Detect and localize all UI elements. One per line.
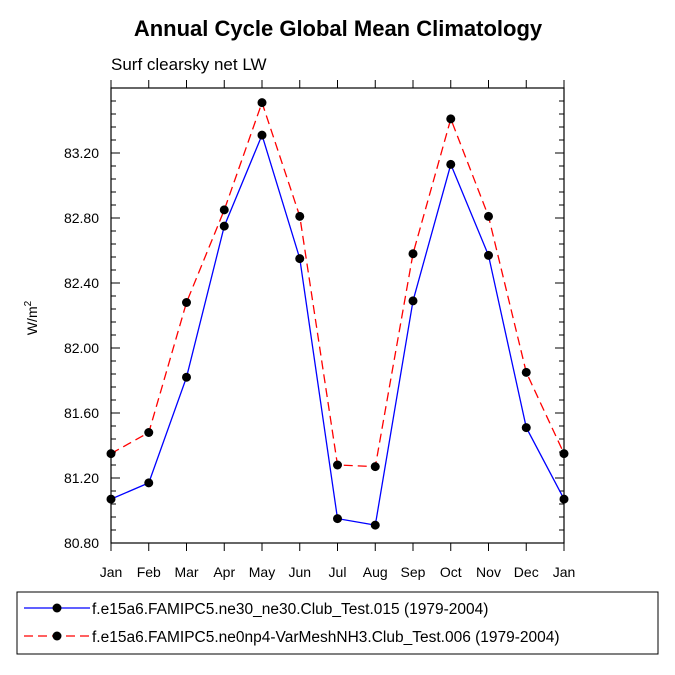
y-axis-label-text: W/m: [24, 306, 40, 335]
legend-marker-0: [52, 603, 62, 613]
x-tick-label: Oct: [440, 564, 462, 580]
y-tick-label: 80.80: [64, 535, 99, 551]
x-tick-labels: Jan Feb Mar Apr May Jun Jul Aug Sep Oct Nov Dec Jan: [100, 564, 576, 580]
x-tick-label: May: [249, 564, 275, 580]
x-tick-label: Apr: [213, 564, 235, 580]
series-line-1: [110, 100, 565, 468]
chart-title: Annual Cycle Global Mean Climatology: [134, 16, 543, 41]
legend-box: [16, 591, 659, 655]
y-axis-label: W/m2: [23, 300, 40, 335]
series-1-point: [182, 298, 191, 307]
series-0-point: [408, 296, 418, 306]
y-tick-labels: 80.80 81.20 81.60 82.00 82.40 82.80 83.20: [64, 145, 99, 551]
series-1-point: [446, 114, 456, 124]
series-0-point: [182, 372, 191, 382]
series-0-point: [521, 423, 531, 433]
series-1-point: [521, 367, 531, 377]
x-tick-label: Nov: [476, 564, 501, 580]
legend-marker-1: [52, 631, 62, 641]
x-tick-label: Mar: [174, 564, 198, 580]
series-1-point: [257, 98, 267, 108]
series-0-point: [370, 520, 380, 530]
y-tick-label: 81.60: [64, 405, 99, 421]
series-0-point: [219, 221, 229, 231]
y-axis-label-superscript: 2: [23, 300, 34, 306]
y-tick-label: 81.20: [64, 470, 99, 486]
chart-subtitle: Surf clearsky net LW: [111, 55, 267, 74]
axis-ticks: [110, 80, 565, 551]
x-tick-label: Aug: [363, 564, 388, 580]
series-1-point: [295, 211, 305, 221]
series-0-point: [144, 478, 154, 488]
series-layer: [106, 98, 569, 530]
series-0-point: [257, 130, 267, 140]
plot-frame: [110, 87, 565, 544]
series-1-point: [333, 460, 342, 470]
series-1-point: [370, 462, 380, 472]
series-1-point: [144, 428, 154, 437]
series-1-point: [484, 211, 493, 221]
x-tick-label: Feb: [137, 564, 161, 580]
legend-label-1: f.e15a6.FAMIPC5.ne0np4-VarMeshNH3.Club_T…: [92, 629, 560, 646]
legend-label-0: f.e15a6.FAMIPC5.ne30_ne30.Club_Test.015 …: [92, 601, 488, 618]
y-tick-label: 83.20: [64, 145, 99, 161]
series-0-point: [484, 250, 493, 260]
x-tick-label: Jan: [553, 564, 576, 580]
y-tick-label: 82.80: [64, 210, 99, 226]
legend-entry-1: f.e15a6.FAMIPC5.ne0np4-VarMeshNH3.Club_T…: [24, 629, 560, 646]
legend-entry-0: f.e15a6.FAMIPC5.ne30_ne30.Club_Test.015 …: [24, 601, 488, 618]
x-tick-label: Dec: [514, 564, 539, 580]
x-tick-label: Jun: [288, 564, 311, 580]
x-tick-label: Jan: [100, 564, 123, 580]
y-tick-label: 82.00: [64, 340, 99, 356]
x-tick-label: Jul: [329, 564, 347, 580]
x-tick-label: Sep: [401, 564, 426, 580]
series-0-point: [295, 254, 305, 264]
y-tick-label: 82.40: [64, 275, 99, 291]
series-0-point: [333, 514, 342, 524]
series-0-point: [446, 159, 456, 169]
series-1-point: [219, 205, 229, 215]
series-1-point: [408, 249, 418, 259]
